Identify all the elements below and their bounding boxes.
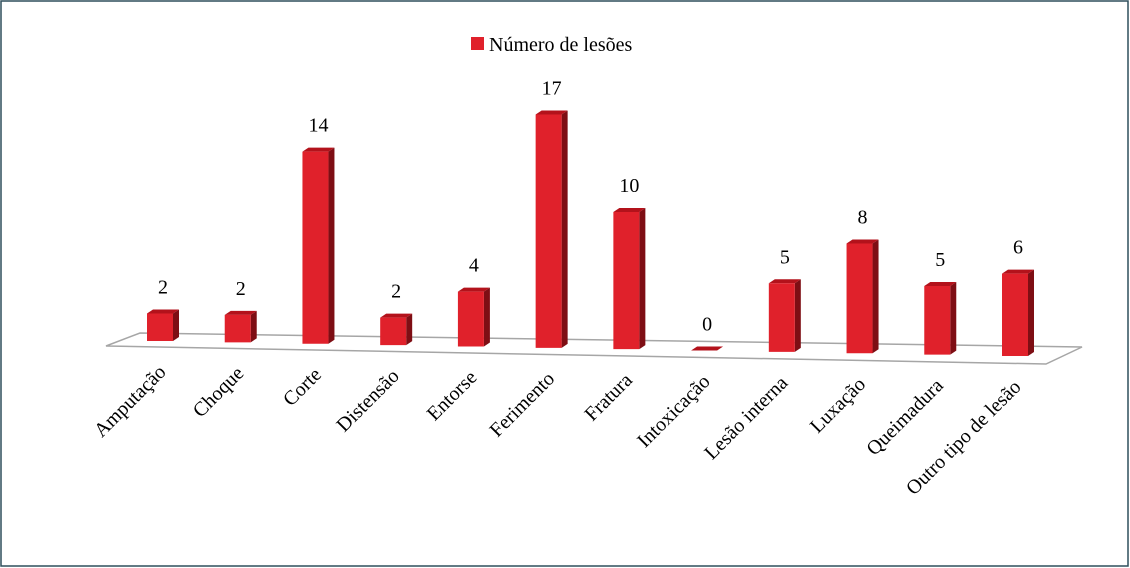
bar-front xyxy=(846,243,873,354)
value-label: 5 xyxy=(935,249,945,271)
value-label: 2 xyxy=(158,277,168,299)
value-label: 8 xyxy=(858,206,868,228)
value-label: 4 xyxy=(469,255,479,277)
bar-side xyxy=(173,309,179,341)
bar-front xyxy=(380,317,407,346)
value-label: 5 xyxy=(780,246,790,268)
bar-side xyxy=(950,282,957,355)
value-label: 2 xyxy=(236,278,246,300)
bar-side xyxy=(872,239,879,354)
value-label: 6 xyxy=(1013,237,1023,259)
bar-top xyxy=(613,207,646,212)
value-label: 17 xyxy=(542,78,562,100)
bar-top xyxy=(302,147,335,152)
bar-side xyxy=(406,313,413,346)
value-label: 2 xyxy=(391,281,401,303)
bar-side xyxy=(639,207,646,350)
bar-front xyxy=(613,211,640,350)
bar-side xyxy=(561,110,568,348)
bar xyxy=(846,239,879,354)
bar-front xyxy=(457,291,484,347)
legend-swatch xyxy=(471,37,484,50)
legend-label: Número de lesões xyxy=(489,34,633,56)
bar-top xyxy=(924,282,957,287)
bar-side xyxy=(1028,269,1034,356)
bar xyxy=(768,279,801,352)
bar-top xyxy=(846,239,879,244)
bar xyxy=(302,147,335,344)
bar-front xyxy=(147,313,173,341)
bar-side xyxy=(250,310,257,343)
value-label: 0 xyxy=(702,314,712,336)
bar-top xyxy=(691,346,724,351)
bar-top xyxy=(147,309,179,314)
bar-front xyxy=(768,283,795,352)
bar xyxy=(224,310,257,343)
bar xyxy=(535,110,568,348)
bar-side xyxy=(483,287,490,347)
bar-front xyxy=(224,314,251,343)
bar xyxy=(147,309,179,341)
bar-front xyxy=(1002,273,1028,356)
bar-front xyxy=(924,286,951,355)
bar-front xyxy=(302,151,329,344)
bar xyxy=(613,207,646,350)
bar xyxy=(691,346,724,351)
value-label: 10 xyxy=(619,175,639,197)
bar xyxy=(380,313,413,346)
bar xyxy=(457,287,490,347)
bar-top xyxy=(1002,269,1034,274)
value-label: 14 xyxy=(308,115,328,137)
floor xyxy=(105,332,1083,365)
bar-front xyxy=(535,114,562,348)
bar-top xyxy=(224,310,257,315)
bar-side xyxy=(794,279,801,352)
bar xyxy=(924,282,957,355)
bar-top xyxy=(457,287,490,292)
bar-top xyxy=(535,110,568,115)
bar xyxy=(1002,269,1034,356)
bar-top xyxy=(380,313,413,318)
bar-top xyxy=(768,279,801,284)
bar-side xyxy=(328,147,335,344)
